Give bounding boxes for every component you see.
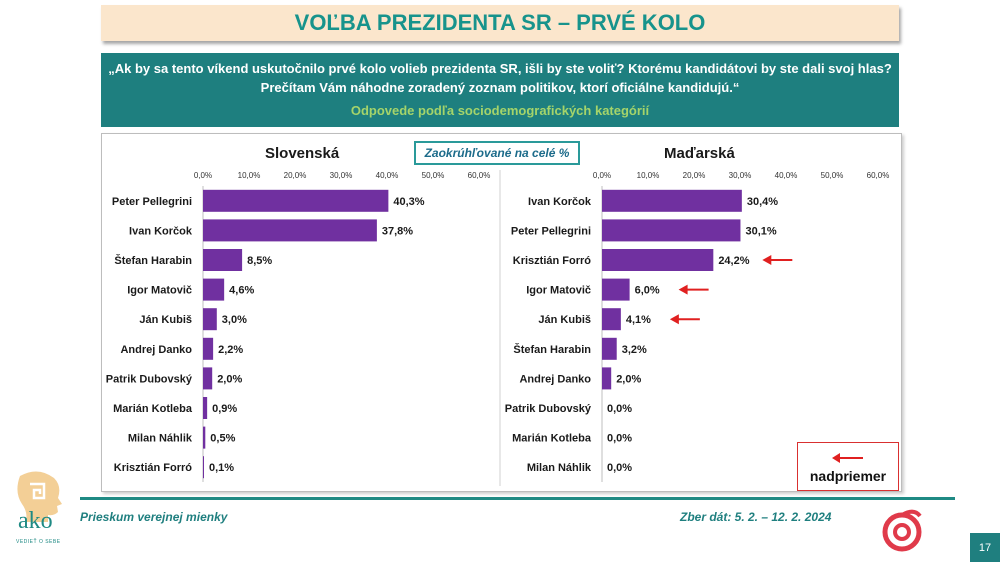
value-label: 0,5% [210,433,235,445]
category-label: Patrik Dubovský [505,403,592,415]
value-label: 8,5% [247,255,272,267]
bar [203,308,217,331]
x-tick-label: 60,0% [867,171,890,180]
value-label: 3,2% [622,344,647,356]
subtitle: Odpovede podľa sociodemografických kateg… [350,103,650,118]
x-tick-label: 0,0% [593,171,611,180]
bar [602,308,621,331]
bar [602,337,617,360]
bar [203,189,389,212]
category-label: Ján Kubiš [538,314,591,326]
value-label: 6,0% [635,285,660,297]
value-label: 0,9% [212,403,237,415]
footer-date: Zber dát: 5. 2. – 12. 2. 2024 [680,510,832,524]
bar [203,367,213,390]
category-label: Ivan Korčok [129,225,193,237]
legend-box: nadpriemer [797,442,899,491]
value-label: 30,4% [747,196,778,208]
category-label: Igor Matovič [526,285,591,297]
value-label: 0,1% [209,462,234,474]
legend-arrow-icon [832,453,863,463]
category-label: Štefan Harabin [513,343,591,356]
survey-question: „Ak by sa tento víkend uskutočnilo prvé … [108,61,892,95]
bar [203,278,225,301]
value-label: 40,3% [393,196,424,208]
x-tick-label: 10,0% [637,171,660,180]
ako-logo-text: ako [18,508,53,534]
bar [602,219,741,242]
bar [203,426,206,449]
bar [602,278,630,301]
category-label: Ján Kubiš [139,314,192,326]
value-label: 30,1% [745,225,776,237]
page-number: 17 [970,533,1000,562]
value-label: 4,1% [626,314,651,326]
category-label: Milan Náhlik [128,433,193,445]
above-average-arrow-icon [669,314,679,325]
bar [203,337,214,360]
category-label: Andrej Danko [519,373,591,385]
ako-logo-icon [17,471,62,522]
value-label: 37,8% [382,225,413,237]
value-label: 3,0% [222,314,247,326]
bar [203,249,243,271]
category-label: Patrik Dubovský [106,373,193,385]
category-label: Marián Kotleba [113,403,193,415]
value-label: 24,2% [718,255,749,267]
spiral-logo-icon [882,509,922,552]
value-label: 4,6% [229,285,254,297]
x-tick-label: 20,0% [683,171,706,180]
ako-logo-tagline: VEDIEŤ O SEBE [16,539,61,545]
rounding-note: Zaokrúhľované na celé % [414,141,580,165]
category-label: Milan Náhlik [527,462,592,474]
rounding-note-text: Zaokrúhľované na celé % [424,146,570,160]
value-label: 2,0% [217,373,242,385]
x-tick-label: 50,0% [821,171,844,180]
slide-title-box: VOĽBA PREZIDENTA SR – PRVÉ KOLO [101,5,899,41]
value-label: 0,0% [607,403,632,415]
x-tick-label: 40,0% [775,171,798,180]
x-tick-label: 0,0% [194,171,212,180]
x-tick-label: 40,0% [376,171,399,180]
value-label: 0,0% [607,462,632,474]
panel-title-hungarian: Maďarská [664,145,735,162]
footer-line [80,497,955,500]
question-box: „Ak by sa tento víkend uskutočnilo prvé … [101,53,899,127]
category-label: Štefan Harabin [114,254,192,267]
value-label: 2,2% [218,344,243,356]
x-tick-label: 60,0% [468,171,491,180]
category-label: Marián Kotleba [512,433,592,445]
panel-title-slovak: Slovenská [265,145,340,162]
bar [203,456,204,479]
slide-title: VOĽBA PREZIDENTA SR – PRVÉ KOLO [294,10,706,35]
x-tick-label: 30,0% [330,171,353,180]
bar [203,219,377,242]
legend-label: nadpriemer [809,468,887,484]
bar [602,189,742,212]
above-average-arrow-icon [678,284,688,295]
category-label: Krisztián Forró [513,255,592,267]
category-label: Andrej Danko [120,344,192,356]
footer-survey-label: Prieskum verejnej mienky [80,510,228,524]
bar [203,397,208,419]
category-label: Peter Pellegrini [511,225,591,237]
above-average-arrow-icon [762,255,772,265]
x-tick-label: 10,0% [238,171,261,180]
category-label: Peter Pellegrini [112,196,192,208]
x-tick-label: 30,0% [729,171,752,180]
category-label: Ivan Korčok [528,196,592,208]
bar [602,367,612,390]
x-tick-label: 50,0% [422,171,445,180]
value-label: 0,0% [607,433,632,445]
value-label: 2,0% [616,373,641,385]
bar [602,249,714,271]
category-label: Krisztián Forró [114,462,193,474]
category-label: Igor Matovič [127,285,192,297]
x-tick-label: 20,0% [284,171,307,180]
